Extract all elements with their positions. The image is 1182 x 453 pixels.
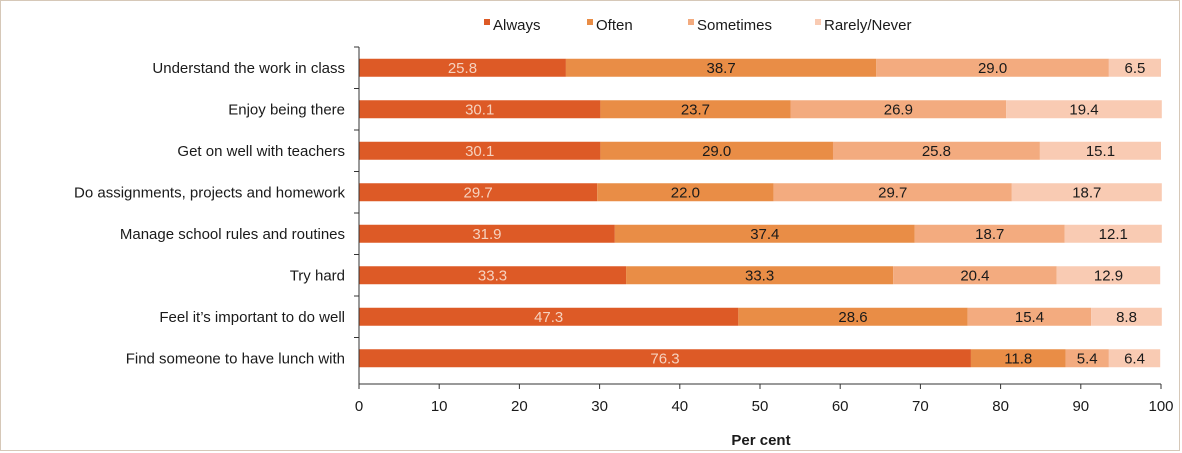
data-label-always: 25.8 [448, 60, 477, 77]
x-tick-label: 70 [912, 398, 929, 415]
bar-segment-often [738, 307, 968, 326]
bar-segment-always [359, 58, 566, 77]
legend: Always Often Sometimes Rarely/Never [484, 17, 912, 34]
legend-label-always: Always [493, 17, 541, 34]
legend-swatch-sometimes [688, 19, 694, 25]
bar-segment-sometimes [1065, 349, 1109, 368]
plot-area: Understand the work in class 25.8 38.7 29.0… [74, 58, 1162, 368]
data-label-often: 11.8 [1004, 350, 1032, 367]
data-label-always: 33.3 [478, 267, 507, 284]
bar-segment-sometimes [967, 307, 1092, 326]
bar-segment-sometimes [914, 224, 1065, 243]
category-label: Feel it’s important to do well [159, 309, 345, 326]
data-label-sometimes: 29.0 [978, 60, 1007, 77]
x-tick-label: 100 [1148, 398, 1173, 415]
bar-segment-always [359, 183, 598, 202]
bar-segment-often [626, 266, 894, 285]
bar-segment-rarely-never [1039, 141, 1161, 160]
legend-label-rarely-never: Rarely/Never [824, 17, 912, 34]
legend-swatch-often [587, 19, 593, 25]
bar-segment-always [359, 100, 601, 119]
legend-swatch-always [484, 19, 490, 25]
data-label-rarely-never: 19.4 [1069, 101, 1098, 118]
data-label-sometimes: 5.4 [1077, 350, 1098, 367]
data-label-often: 28.6 [838, 309, 867, 326]
data-label-sometimes: 20.4 [960, 267, 989, 284]
data-label-often: 29.0 [702, 143, 731, 160]
bar-segment-often [565, 58, 877, 77]
x-tick-label: 50 [752, 398, 769, 415]
bar-segment-sometimes [876, 58, 1109, 77]
bar-segment-often [597, 183, 774, 202]
x-tick-label: 0 [355, 398, 363, 415]
data-label-sometimes: 26.9 [884, 101, 913, 118]
x-tick-label: 20 [511, 398, 528, 415]
data-label-rarely-never: 12.1 [1099, 226, 1128, 243]
data-label-always: 30.1 [465, 143, 494, 160]
category-label: Try hard [290, 267, 345, 284]
x-axis: 0 10 20 30 40 50 60 70 80 90 100 [354, 46, 1174, 415]
x-tick-label: 90 [1072, 398, 1089, 415]
data-label-sometimes: 25.8 [922, 143, 951, 160]
bar-segment-sometimes [790, 100, 1007, 119]
bar-segment-always [359, 307, 739, 326]
bar-segment-often [600, 141, 833, 160]
category-label: Enjoy being there [228, 101, 345, 118]
bar-segment-rarely-never [1011, 183, 1162, 202]
bar-segment-rarely-never [1091, 307, 1162, 326]
x-tick-label: 60 [832, 398, 849, 415]
bar-segment-always [359, 224, 615, 243]
bar-segment-rarely-never [1006, 100, 1162, 119]
bar-segment-always [359, 266, 627, 285]
bar-segment-often [970, 349, 1066, 368]
data-label-always: 31.9 [472, 226, 501, 243]
data-label-rarely-never: 6.4 [1124, 350, 1145, 367]
data-label-rarely-never: 15.1 [1086, 143, 1115, 160]
category-label: Find someone to have lunch with [126, 350, 345, 367]
bar-segment-always [359, 349, 971, 368]
data-label-sometimes: 29.7 [878, 184, 907, 201]
x-tick-label: 40 [671, 398, 688, 415]
x-axis-title: Per cent [731, 432, 790, 449]
bar-segment-rarely-never [1108, 349, 1161, 368]
bar-segment-sometimes [773, 183, 1012, 202]
legend-label-often: Often [596, 17, 633, 34]
category-label: Do assignments, projects and homework [74, 184, 345, 201]
data-label-often: 33.3 [745, 267, 774, 284]
bar-segment-rarely-never [1064, 224, 1162, 243]
x-tick-label: 30 [591, 398, 608, 415]
data-label-often: 22.0 [671, 184, 700, 201]
data-label-always: 29.7 [463, 184, 492, 201]
data-label-always: 47.3 [534, 309, 563, 326]
bar-segment-rarely-never [1056, 266, 1161, 285]
category-label: Manage school rules and routines [120, 226, 345, 243]
data-label-sometimes: 18.7 [975, 226, 1004, 243]
bar-segment-sometimes [893, 266, 1057, 285]
bar-segment-always [359, 141, 601, 160]
data-label-often: 23.7 [681, 101, 710, 118]
data-label-rarely-never: 8.8 [1116, 309, 1137, 326]
category-label: Get on well with teachers [177, 143, 345, 160]
x-tick-label: 80 [992, 398, 1009, 415]
legend-swatch-rarely-never [815, 19, 821, 25]
category-label: Understand the work in class [152, 60, 345, 77]
bar-segment-often [614, 224, 915, 243]
bar-segment-often [600, 100, 791, 119]
data-label-rarely-never: 18.7 [1072, 184, 1101, 201]
data-label-always: 76.3 [650, 350, 679, 367]
data-label-always: 30.1 [465, 101, 494, 118]
data-label-often: 37.4 [750, 226, 779, 243]
data-label-sometimes: 15.4 [1015, 309, 1044, 326]
legend-label-sometimes: Sometimes [697, 17, 772, 34]
bar-segment-sometimes [832, 141, 1040, 160]
x-tick-label: 10 [431, 398, 448, 415]
data-label-rarely-never: 6.5 [1125, 60, 1146, 77]
data-label-often: 38.7 [707, 60, 736, 77]
bar-segment-rarely-never [1108, 58, 1161, 77]
data-label-rarely-never: 12.9 [1094, 267, 1123, 284]
